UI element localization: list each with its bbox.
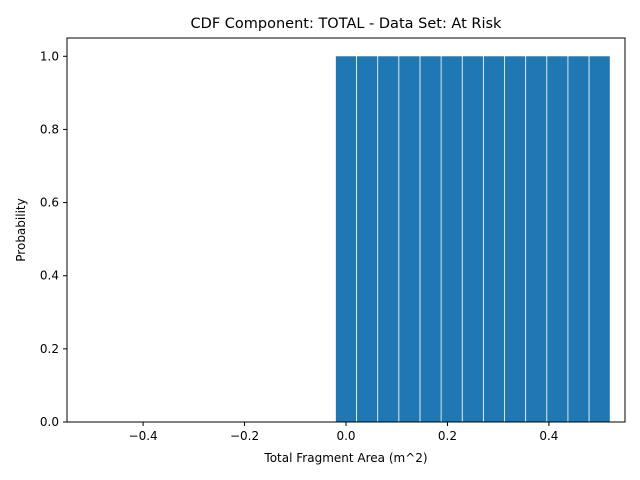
x-axis-ticks: −0.4 −0.2 0.0 0.2 0.4 xyxy=(129,422,558,443)
y-tick-label: 1.0 xyxy=(40,49,59,63)
y-axis-label: Probability xyxy=(14,198,28,261)
y-axis-ticks: 0.0 0.2 0.4 0.6 0.8 1.0 xyxy=(40,49,67,429)
x-tick-label: −0.4 xyxy=(129,429,158,443)
bar xyxy=(357,56,378,423)
bar xyxy=(504,56,526,423)
bar xyxy=(378,56,399,423)
bar xyxy=(399,56,420,423)
bar xyxy=(568,56,589,423)
x-tick-label: −0.2 xyxy=(230,429,259,443)
bar xyxy=(526,56,547,423)
x-tick-label: 0.2 xyxy=(438,429,457,443)
y-tick-label: 0.0 xyxy=(40,415,59,429)
bar xyxy=(420,56,441,423)
bars xyxy=(335,56,610,423)
y-tick-label: 0.6 xyxy=(40,196,59,210)
bar xyxy=(589,56,610,423)
x-tick-label: 0.0 xyxy=(336,429,355,443)
x-tick-label: 0.4 xyxy=(539,429,558,443)
bar xyxy=(441,56,462,423)
x-axis-label: Total Fragment Area (m^2) xyxy=(263,451,427,465)
bar xyxy=(462,56,483,423)
y-tick-label: 0.2 xyxy=(40,342,59,356)
bar xyxy=(483,56,505,423)
y-tick-label: 0.4 xyxy=(40,269,59,283)
y-tick-label: 0.8 xyxy=(40,122,59,136)
bar xyxy=(547,56,568,423)
chart-title: CDF Component: TOTAL - Data Set: At Risk xyxy=(191,16,503,32)
bar xyxy=(335,56,357,423)
